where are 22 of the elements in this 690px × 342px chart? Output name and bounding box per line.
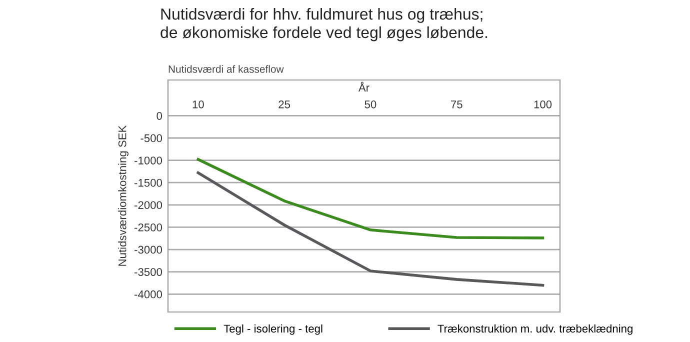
y-tick-label: -1500 (134, 178, 162, 187)
legend-label: Trækonstruktion m. udv. træbeklædning (438, 324, 632, 335)
y-tick-label: -2000 (134, 201, 162, 210)
y-tick-label: -1000 (134, 156, 162, 164)
y-tick-label: -3000 (134, 246, 162, 254)
line-series (196, 171, 544, 287)
y-tick-label: 0 (156, 112, 162, 120)
y-axis-title: Nutidsværdiomkostning SEK (118, 125, 128, 266)
y-tick-label: -3500 (134, 268, 162, 276)
x-tick-label: 100 (534, 100, 552, 108)
x-axis-title: År (358, 82, 370, 92)
x-tick-label: 75 (451, 100, 462, 108)
y-tick-label: -4000 (134, 290, 162, 298)
chart-title: Nutidsværdi for hhv. fuldmuret hus og træhus; de økonomiske fordele ved tegl øges løbende. (160, 8, 488, 42)
line-series (196, 158, 544, 240)
x-tick-label: 50 (364, 100, 376, 108)
y-tick-label: -2500 (134, 224, 162, 232)
y-tick-label: -500 (140, 134, 162, 142)
text: Nutidsværdi af kasseflow (168, 65, 284, 73)
x-tick-label: 25 (278, 100, 290, 108)
legend-label: Tegl - isolering - tegl (224, 324, 322, 335)
x-tick-label: 10 (192, 100, 204, 108)
